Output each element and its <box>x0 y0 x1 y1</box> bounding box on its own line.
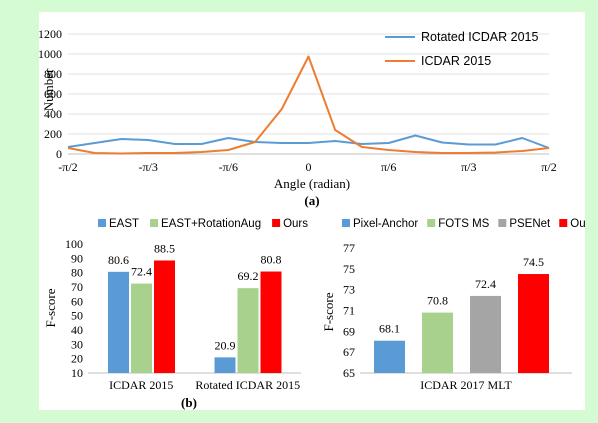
line-chart-panel: 0 200 400 600 800 1000 1200 -π/2 -π/3 -π/6 0 π/6 π/… <box>38 27 557 208</box>
category-label: Rotated ICDAR 2015 <box>195 378 300 392</box>
series-lines <box>67 55 550 155</box>
legend-label: Ours <box>570 218 585 230</box>
legend-label: FOTS MS <box>438 218 489 230</box>
category-labels: ICDAR 2017 MLT <box>420 378 512 392</box>
x-tick-label: -π/3 <box>138 160 157 174</box>
bar-data-label: 72.4 <box>475 277 496 291</box>
x-axis-label: Angle (radian) <box>274 176 350 191</box>
category-labels: ICDAR 2015 Rotated ICDAR 2015 <box>109 378 300 392</box>
y-tick-label: 600 <box>44 87 62 101</box>
bar-chart-left-panel: EAST EAST+RotationAug Ours 102030405060708… <box>43 218 308 410</box>
y-tick-label: 1200 <box>39 27 62 41</box>
bar-data-labels: 80.672.488.5 20.9 69.280.8 <box>108 241 282 352</box>
y-axis-label: F-score <box>321 292 336 331</box>
y-tick-label: 30 <box>71 337 83 351</box>
legend-swatch <box>342 219 350 227</box>
category-label: ICDAR 2015 <box>109 378 173 392</box>
legend-label: Ours <box>283 218 308 230</box>
legend-swatch <box>150 219 159 227</box>
x-tick-labels: -π/2 -π/3 -π/6 0 π/6 π/3 π/2 <box>58 160 556 174</box>
y-axis-label: Number <box>41 68 56 111</box>
y-tick-label: 0 <box>56 147 62 161</box>
legend-swatch <box>559 219 568 227</box>
bar-data-label: 20.9 <box>215 338 236 352</box>
x-tick-label: π/2 <box>541 160 556 174</box>
bar <box>518 274 549 373</box>
bar <box>131 283 152 373</box>
bar-left-legend: EAST EAST+RotationAug Ours <box>98 218 308 230</box>
bar <box>237 288 259 373</box>
y-tick-label: 200 <box>44 127 62 141</box>
y-tick-label: 69 <box>343 324 355 338</box>
y-tick-label: 50 <box>71 309 83 323</box>
y-tick-label: 80 <box>71 266 83 280</box>
series-line <box>67 55 550 155</box>
bar-chart-right-panel: Pixel-Anchor FOTS MS PSENet Ours 65 67 69 71 73… <box>321 218 595 392</box>
legend-swatch <box>272 219 281 227</box>
y-tick-label: 20 <box>71 352 83 366</box>
bar-data-label: 72.4 <box>131 265 152 279</box>
legend-label: EAST+RotationAug <box>161 218 261 230</box>
y-tick-label: 70 <box>71 280 83 294</box>
y-tick-label: 40 <box>71 323 83 337</box>
bar-data-label: 70.8 <box>427 294 448 308</box>
bar-data-labels: 68.1 70.8 72.4 74.5 <box>379 255 544 336</box>
y-tick-label: 73 <box>343 283 355 297</box>
bar-data-label: 80.8 <box>261 253 282 267</box>
figure: 0 200 400 600 800 1000 1200 -π/2 -π/3 -π/6 0 π/6 π/… <box>38 12 595 410</box>
x-tick-label: -π/6 <box>219 160 238 174</box>
y-tick-label: 10 <box>71 366 83 380</box>
y-tick-label: 71 <box>343 304 355 318</box>
y-tick-label: 400 <box>44 107 62 121</box>
bar-data-label: 68.1 <box>379 322 400 336</box>
y-tick-label: 60 <box>71 294 83 308</box>
line-legend: Rotated ICDAR 2015 ICDAR 2015 <box>385 30 538 68</box>
y-gridlines <box>68 33 549 155</box>
x-tick-label: π/3 <box>461 160 476 174</box>
legend-label: EAST <box>109 218 139 230</box>
y-tick-label: 90 <box>71 251 83 265</box>
y-tick-label: 800 <box>44 67 62 81</box>
bar <box>108 271 129 373</box>
bar <box>422 312 453 373</box>
legend-swatch <box>98 219 106 227</box>
y-tick-label: 77 <box>343 241 355 255</box>
panel-label-b: (b) <box>181 395 197 410</box>
bars <box>360 274 572 374</box>
legend-label: ICDAR 2015 <box>421 54 491 68</box>
y-tick-label: 75 <box>343 262 355 276</box>
legend-label: PSENet <box>509 218 551 230</box>
figure-svg: 0 200 400 600 800 1000 1200 -π/2 -π/3 -π/6 0 π/6 π/… <box>38 27 595 410</box>
y-axis-label: F-score <box>43 288 58 327</box>
y-tick-labels: 65 67 69 71 73 75 77 <box>343 241 355 380</box>
y-tick-labels: 0 200 400 600 800 1000 1200 <box>38 27 62 161</box>
bar <box>154 260 175 373</box>
bar <box>260 271 282 373</box>
legend-swatch <box>498 219 507 227</box>
legend-label: Rotated ICDAR 2015 <box>421 30 538 44</box>
series-line <box>67 134 550 149</box>
y-tick-label: 100 <box>65 237 83 251</box>
bar-right-legend: Pixel-Anchor FOTS MS PSENet Ours <box>342 218 595 230</box>
category-label: ICDAR 2017 MLT <box>420 378 512 392</box>
bar <box>374 340 405 373</box>
bar-data-label: 74.5 <box>523 255 544 269</box>
bar-data-label: 80.6 <box>108 253 129 267</box>
bar <box>214 357 236 373</box>
legend-swatch <box>427 219 436 227</box>
y-tick-label: 67 <box>343 345 355 359</box>
y-tick-label: 65 <box>343 366 355 380</box>
bar-data-label: 88.5 <box>154 241 175 255</box>
x-tick-label: -π/2 <box>58 160 77 174</box>
x-tick-label: 0 <box>306 160 312 174</box>
bars <box>88 260 301 374</box>
bar-data-label: 69.2 <box>238 269 259 283</box>
panel-label-a: (a) <box>304 193 319 208</box>
y-tick-label: 1000 <box>39 47 62 61</box>
bar <box>470 295 501 373</box>
legend-label: Pixel-Anchor <box>353 218 418 230</box>
x-tick-label: π/6 <box>381 160 396 174</box>
